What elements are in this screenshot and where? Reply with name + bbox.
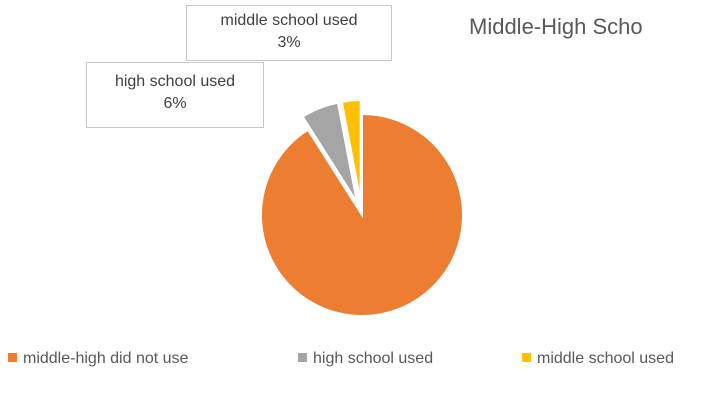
chart-legend: middle-high did not use high school used…: [0, 346, 723, 376]
data-label-high-school-used: high school used 6%: [86, 62, 264, 128]
legend-item-high-school-used: high school used: [298, 350, 433, 368]
legend-label: high school used: [313, 350, 434, 367]
legend-swatch: [8, 353, 17, 362]
pie-slice-middle-high-did-not-use: [260, 112, 464, 317]
legend-swatch: [298, 353, 307, 362]
data-label-category: middle school used: [220, 12, 358, 29]
data-label-category: high school used: [114, 73, 236, 90]
legend-item-middle-school-used: middle school used: [522, 350, 674, 368]
data-label-percent: 6%: [163, 95, 187, 112]
chart-title: Middle-High Scho: [469, 14, 643, 39]
legend-swatch: [522, 353, 531, 362]
legend-label: middle-high did not use: [23, 350, 189, 367]
data-label-middle-school-used: middle school used 3%: [186, 5, 392, 61]
data-label-percent: 3%: [277, 34, 301, 51]
legend-label: middle school used: [537, 350, 674, 367]
legend-item-middle-high-did-not-use: middle-high did not use: [8, 350, 188, 368]
pie-slice-high-school-used: [301, 101, 358, 203]
pie-slice-middle-school-used: [340, 99, 362, 202]
